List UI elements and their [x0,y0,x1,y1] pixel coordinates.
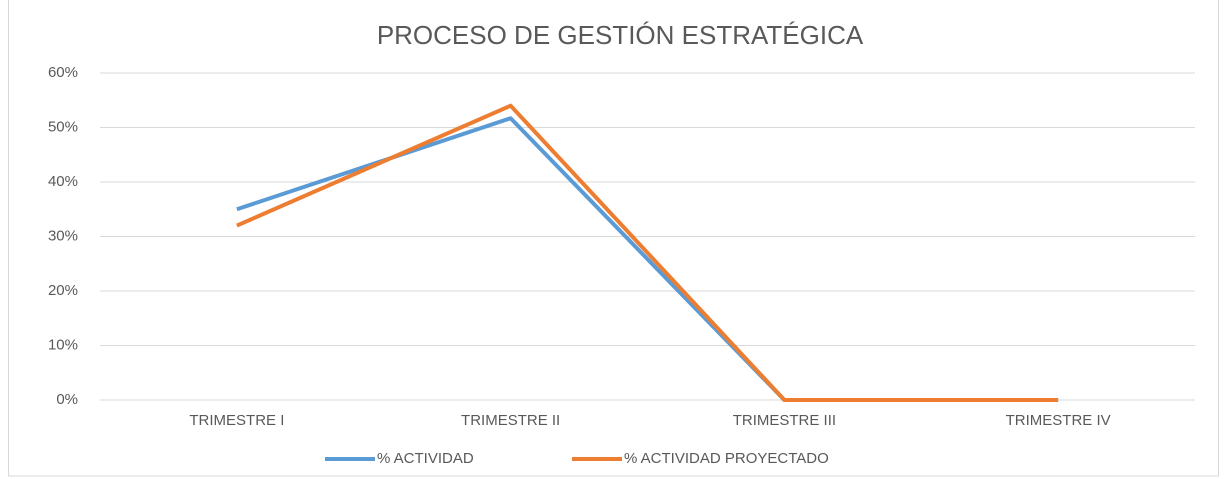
chart-title: PROCESO DE GESTIÓN ESTRATÉGICA [377,20,864,50]
y-tick-label: 30% [48,227,78,244]
chart-border [8,0,1219,477]
y-tick-label: 0% [56,391,78,408]
y-tick-label: 50% [48,118,78,135]
legend-label: % ACTIVIDAD [377,450,474,467]
x-tick-label: TRIMESTRE I [189,412,284,429]
x-tick-label: TRIMESTRE IV [1006,412,1111,429]
y-tick-label: 20% [48,282,78,299]
legend-label: % ACTIVIDAD PROYECTADO [624,450,829,467]
y-tick-label: 40% [48,173,78,190]
x-tick-label: TRIMESTRE II [461,412,560,429]
y-tick-label: 60% [48,64,78,81]
x-tick-label: TRIMESTRE III [733,412,836,429]
series-line [236,103,1059,402]
y-tick-label: 10% [48,336,78,353]
